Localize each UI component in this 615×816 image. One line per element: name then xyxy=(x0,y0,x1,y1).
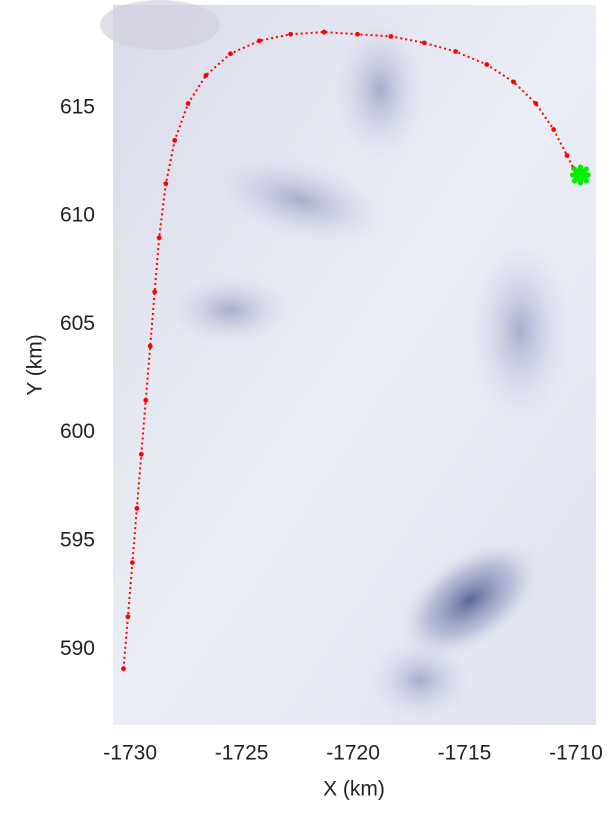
trajectory-point xyxy=(121,666,126,672)
trajectory-point xyxy=(143,397,149,403)
y-tick-label: 600 xyxy=(60,420,95,443)
trajectory-point xyxy=(533,101,539,106)
y-tick-label: 610 xyxy=(60,204,95,227)
y-axis-label: Y (km) xyxy=(24,334,47,395)
trajectory-point xyxy=(564,153,570,158)
trajectory-point xyxy=(453,49,458,54)
trajectory-point xyxy=(228,51,233,57)
trajectory-point xyxy=(156,235,162,241)
x-tick-label: -1725 xyxy=(215,742,269,765)
trajectory-point xyxy=(147,343,153,349)
trajectory-point xyxy=(421,40,427,46)
trajectory-point xyxy=(484,62,490,67)
trajectory-point xyxy=(551,127,557,132)
trajectory-point xyxy=(163,181,169,187)
trajectory-point xyxy=(288,31,294,37)
x-tick-label: -1730 xyxy=(103,742,157,765)
trajectory-point xyxy=(172,137,178,143)
background-image xyxy=(100,0,596,725)
x-tick-label: -1710 xyxy=(549,742,603,765)
y-tick-label: 595 xyxy=(60,528,95,551)
trajectory-point xyxy=(321,29,327,35)
trajectory-point xyxy=(355,31,360,37)
trajectory-point xyxy=(203,72,209,78)
trajectory-point xyxy=(185,101,191,106)
trajectory-point xyxy=(134,506,140,511)
x-tick-label: -1715 xyxy=(438,742,492,765)
trajectory-point xyxy=(138,451,144,457)
trajectory-point xyxy=(129,560,135,565)
trajectory-point xyxy=(125,614,131,620)
trajectory-point xyxy=(388,33,394,39)
trajectory-point xyxy=(152,289,158,295)
trajectory-point xyxy=(511,79,516,85)
y-tick-label: 590 xyxy=(60,637,95,660)
x-tick-label: -1720 xyxy=(326,742,380,765)
y-tick-label: 615 xyxy=(60,95,95,118)
trajectory-point xyxy=(257,38,262,44)
y-tick-label: 605 xyxy=(60,312,95,335)
x-axis-label: X (km) xyxy=(323,778,385,801)
end-marker xyxy=(569,164,591,186)
